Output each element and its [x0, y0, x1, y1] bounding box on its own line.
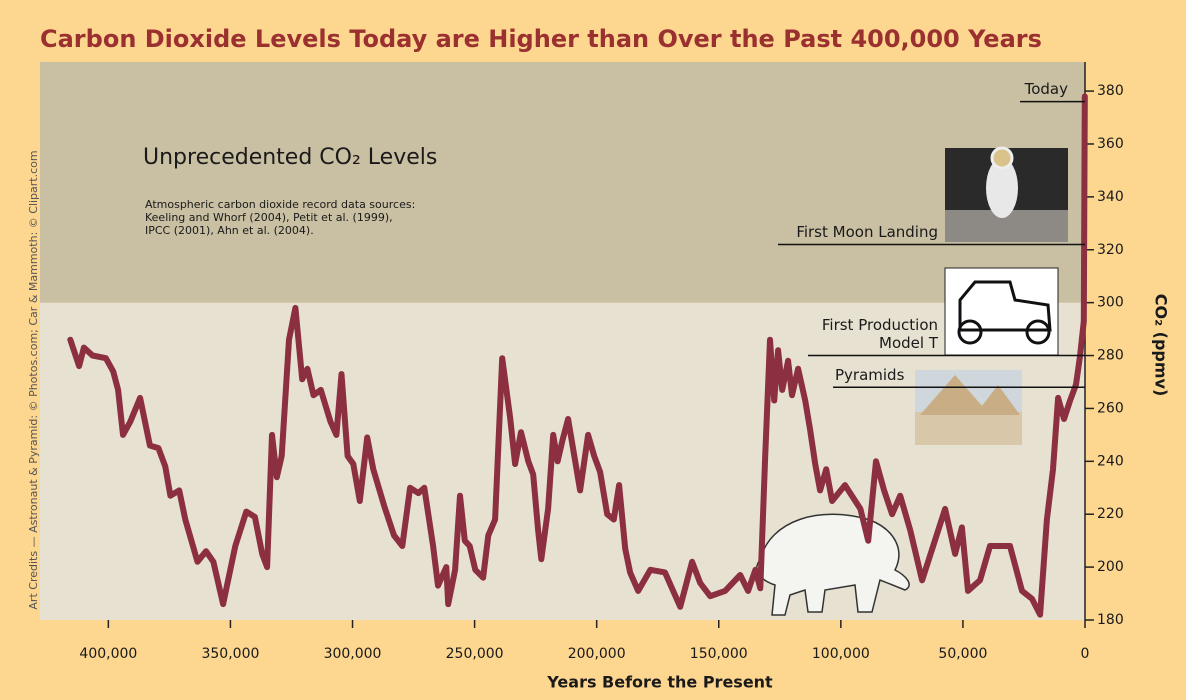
chart-title: Carbon Dioxide Levels Today are Higher t…	[40, 25, 1042, 53]
astronaut	[986, 158, 1018, 218]
source-line: Keeling and Whorf (2004), Petit et al. (…	[145, 211, 393, 224]
y-tick-label: 300	[1097, 295, 1124, 311]
desert	[915, 412, 1022, 445]
x-tick-label: 250,000	[446, 646, 504, 662]
x-axis-label: Years Before the Present	[546, 673, 773, 692]
annotation-label: Pyramids	[835, 366, 905, 384]
y-axis-label: CO₂ (ppmv)	[1152, 294, 1171, 397]
credits: Art Credits — Astronaut & Pyramid: © Pho…	[27, 150, 40, 609]
y-tick-label: 180	[1097, 612, 1124, 628]
x-tick-label: 300,000	[324, 646, 382, 662]
source-line: IPCC (2001), Ahn et al. (2004).	[145, 224, 314, 237]
pyramids	[920, 375, 1020, 415]
y-tick-label: 320	[1097, 242, 1124, 258]
y-tick-label: 340	[1097, 189, 1124, 205]
x-tick-label: 0	[1081, 646, 1090, 662]
annotation-label: Model T	[879, 334, 939, 352]
source-line: Atmospheric carbon dioxide record data s…	[145, 198, 415, 211]
y-tick-label: 360	[1097, 136, 1124, 152]
y-tick-label: 380	[1097, 83, 1124, 99]
wheel	[957, 319, 983, 345]
x-tick-label: 50,000	[938, 646, 987, 662]
wheel	[1025, 319, 1051, 345]
heading: Unprecedented CO₂ Levels	[143, 145, 437, 170]
y-tick-label: 200	[1097, 559, 1124, 575]
y-tick-label: 260	[1097, 400, 1124, 416]
plot-area-upper	[40, 62, 1085, 303]
annotation-label: First Moon Landing	[796, 223, 938, 241]
x-tick-label: 200,000	[568, 646, 626, 662]
co2-line	[67, 93, 1088, 618]
y-tick-label: 220	[1097, 506, 1124, 522]
y-tick-label: 240	[1097, 453, 1124, 469]
x-tick-label: 350,000	[201, 646, 259, 662]
helmet	[990, 146, 1014, 170]
x-tick-label: 100,000	[812, 646, 870, 662]
car	[958, 280, 1052, 332]
annotation-label: Today	[1024, 80, 1069, 98]
y-tick-label: 280	[1097, 348, 1124, 364]
x-tick-label: 150,000	[690, 646, 748, 662]
annotation-label: First Production	[822, 316, 938, 334]
x-tick-label: 400,000	[79, 646, 137, 662]
